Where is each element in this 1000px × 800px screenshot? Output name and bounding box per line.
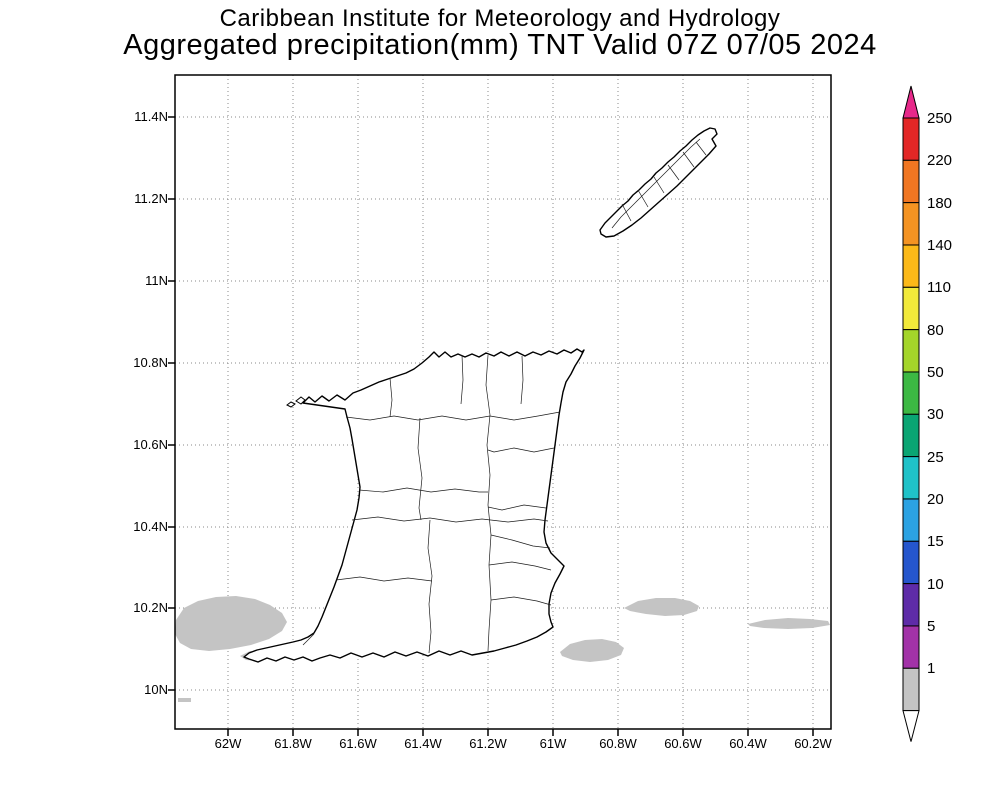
colorbar-segment bbox=[903, 626, 919, 668]
precip-shade-area bbox=[624, 598, 699, 616]
colorbar-segment bbox=[903, 414, 919, 456]
colorbar-segment bbox=[903, 372, 919, 414]
colorbar-segment bbox=[903, 584, 919, 626]
precip-shade-area bbox=[560, 639, 624, 662]
colorbar-segment bbox=[903, 245, 919, 287]
precip-shade-area bbox=[178, 698, 191, 702]
precipitation-map-page: Caribbean Institute for Meteorology and … bbox=[0, 0, 1000, 800]
colorbar-arrow-top bbox=[903, 86, 919, 118]
colorbar-segment bbox=[903, 203, 919, 245]
precip-shade-area bbox=[175, 596, 287, 651]
colorbar-segment bbox=[903, 541, 919, 583]
colorbar-segment bbox=[903, 668, 919, 710]
bocas-islet bbox=[287, 402, 295, 407]
colorbar-segment bbox=[903, 118, 919, 160]
map-figure bbox=[0, 0, 1000, 800]
colorbar-segment bbox=[903, 330, 919, 372]
colorbar-segment bbox=[903, 457, 919, 499]
colorbar bbox=[903, 86, 919, 742]
colorbar-segment bbox=[903, 287, 919, 329]
colorbar-arrow-bottom bbox=[903, 711, 919, 742]
trinidad-outline bbox=[244, 349, 584, 662]
colorbar-segment bbox=[903, 499, 919, 541]
colorbar-segment bbox=[903, 160, 919, 202]
precip-shade-area bbox=[748, 618, 830, 629]
tobago-outline bbox=[600, 128, 717, 237]
